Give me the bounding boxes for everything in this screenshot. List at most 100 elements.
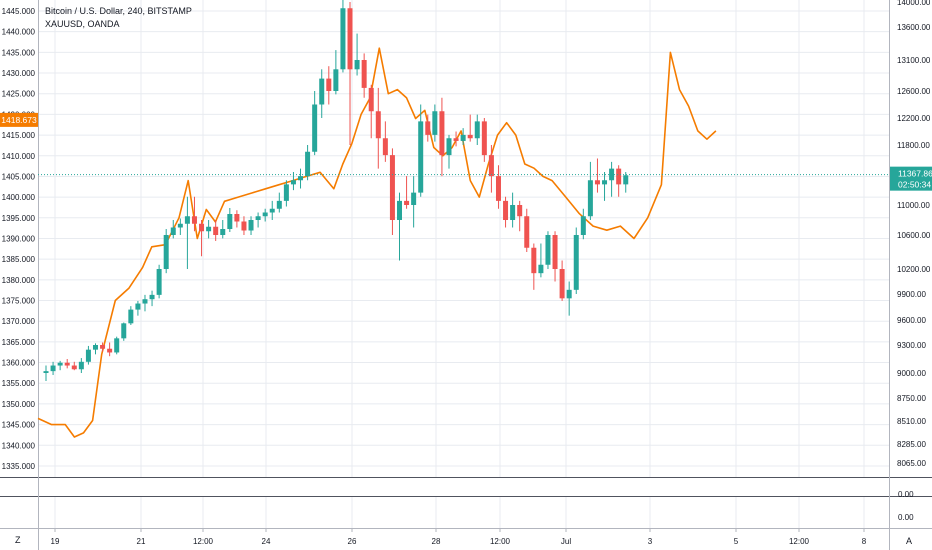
candle-body (453, 138, 459, 141)
candle (170, 220, 176, 239)
candle (227, 208, 233, 232)
left-tick-label: 1435.000 (2, 48, 36, 57)
candle (439, 97, 445, 177)
left-tick-label: 1445.000 (2, 7, 36, 16)
lower-tick-label: 0.00 (898, 513, 914, 522)
candle-body (262, 212, 268, 217)
candle (64, 359, 70, 369)
right-tick-label: 13600.00 (897, 23, 931, 32)
candle-body (184, 216, 190, 224)
candle (135, 300, 141, 316)
lower-pane-axis: 0.00 0.00 (898, 490, 914, 522)
candle-body (312, 104, 318, 152)
candle (43, 365, 49, 381)
left-price-badge-label: 1418.673 (1, 115, 37, 125)
candle-body (602, 180, 608, 185)
right-price-badge (890, 166, 932, 191)
candle (481, 118, 487, 162)
left-tick-label: 1350.000 (2, 400, 36, 409)
btc-candles (43, 0, 629, 381)
candle-body (57, 362, 63, 366)
x-tick-label: 5 (734, 537, 739, 546)
right-tick-label: 8285.00 (897, 440, 926, 449)
candle-body (347, 8, 353, 70)
right-tick-label: 13100.00 (897, 56, 931, 65)
candle-body (100, 345, 106, 349)
right-tick-label: 8065.00 (897, 459, 926, 468)
candle (517, 200, 523, 232)
candle-body (43, 371, 49, 373)
candle (411, 176, 417, 228)
candle (276, 192, 282, 213)
candle (319, 69, 325, 118)
candle-body (276, 200, 282, 209)
candle (545, 231, 551, 269)
candle-body (559, 269, 565, 299)
candle-body (481, 121, 487, 156)
candle (121, 322, 127, 341)
candle (78, 358, 84, 373)
left-tick-label: 1415.000 (2, 131, 36, 140)
candle (326, 66, 332, 105)
candle (100, 342, 106, 352)
left-tick-label: 1335.000 (2, 462, 36, 471)
right-tick-label: 8510.00 (897, 417, 926, 426)
candle-body (411, 192, 417, 205)
candle-body (587, 180, 593, 217)
right-tick-label: 10200.00 (897, 265, 931, 274)
x-tick-label: 24 (262, 537, 271, 546)
candle-body (64, 362, 70, 366)
candle-body (248, 220, 254, 231)
auto-scale-button[interactable]: A (906, 536, 913, 546)
right-price-badge-label: 11367.86 (898, 169, 932, 179)
x-tick-label: 8 (862, 537, 867, 546)
candle (128, 306, 134, 325)
candle (587, 161, 593, 220)
candle-body (425, 121, 431, 135)
candle (397, 192, 402, 261)
candle (340, 0, 346, 73)
candle (255, 212, 261, 228)
candle-body (531, 247, 537, 274)
candle (474, 114, 480, 145)
candle (503, 196, 509, 228)
x-tick-label: 12:00 (193, 537, 214, 546)
candle-body (269, 208, 275, 213)
candle-body (368, 87, 374, 112)
left-tick-label: 1345.000 (2, 421, 36, 430)
candle (234, 210, 240, 228)
candle (114, 336, 120, 355)
left-tick-label: 1425.000 (2, 90, 36, 99)
right-tick-label: 12600.00 (897, 87, 931, 96)
candle-body (220, 229, 226, 235)
legend-compare-series[interactable]: XAUUSD, OANDA (45, 19, 120, 29)
candle (163, 229, 169, 274)
candle (510, 192, 516, 228)
candle (241, 216, 247, 235)
left-tick-label: 1355.000 (2, 379, 36, 388)
candle (149, 290, 155, 307)
left-price-axis[interactable]: 1445.000 1440.000 1435.000 1430.000 1425.000… (2, 7, 36, 471)
candle (312, 91, 318, 156)
grid-lines (38, 0, 889, 528)
right-price-axis[interactable]: 14000.00 13600.00 13100.00 12600.00 12200.00… (897, 0, 931, 468)
candle (156, 264, 162, 299)
candle-body (142, 299, 148, 304)
candle-body (354, 60, 360, 70)
candle-body (488, 155, 494, 177)
right-tick-label: 9000.00 (897, 369, 926, 378)
candle-body (255, 216, 261, 220)
candle-body (50, 365, 56, 372)
legend-main-series[interactable]: Bitcoin / U.S. Dollar, 240, BITSTAMP (45, 6, 192, 16)
candle (425, 114, 431, 142)
time-axis[interactable]: 19 21 12:00 24 26 28 12:00 Jul 3 5 12:00 8 (51, 528, 867, 546)
candle (142, 294, 148, 312)
candle (220, 220, 226, 239)
right-tick-label: 9600.00 (897, 316, 926, 325)
xauusd-line (37, 47, 717, 438)
candle-body (78, 361, 84, 370)
timezone-button[interactable]: Z (15, 535, 21, 545)
candle-body (121, 323, 127, 339)
